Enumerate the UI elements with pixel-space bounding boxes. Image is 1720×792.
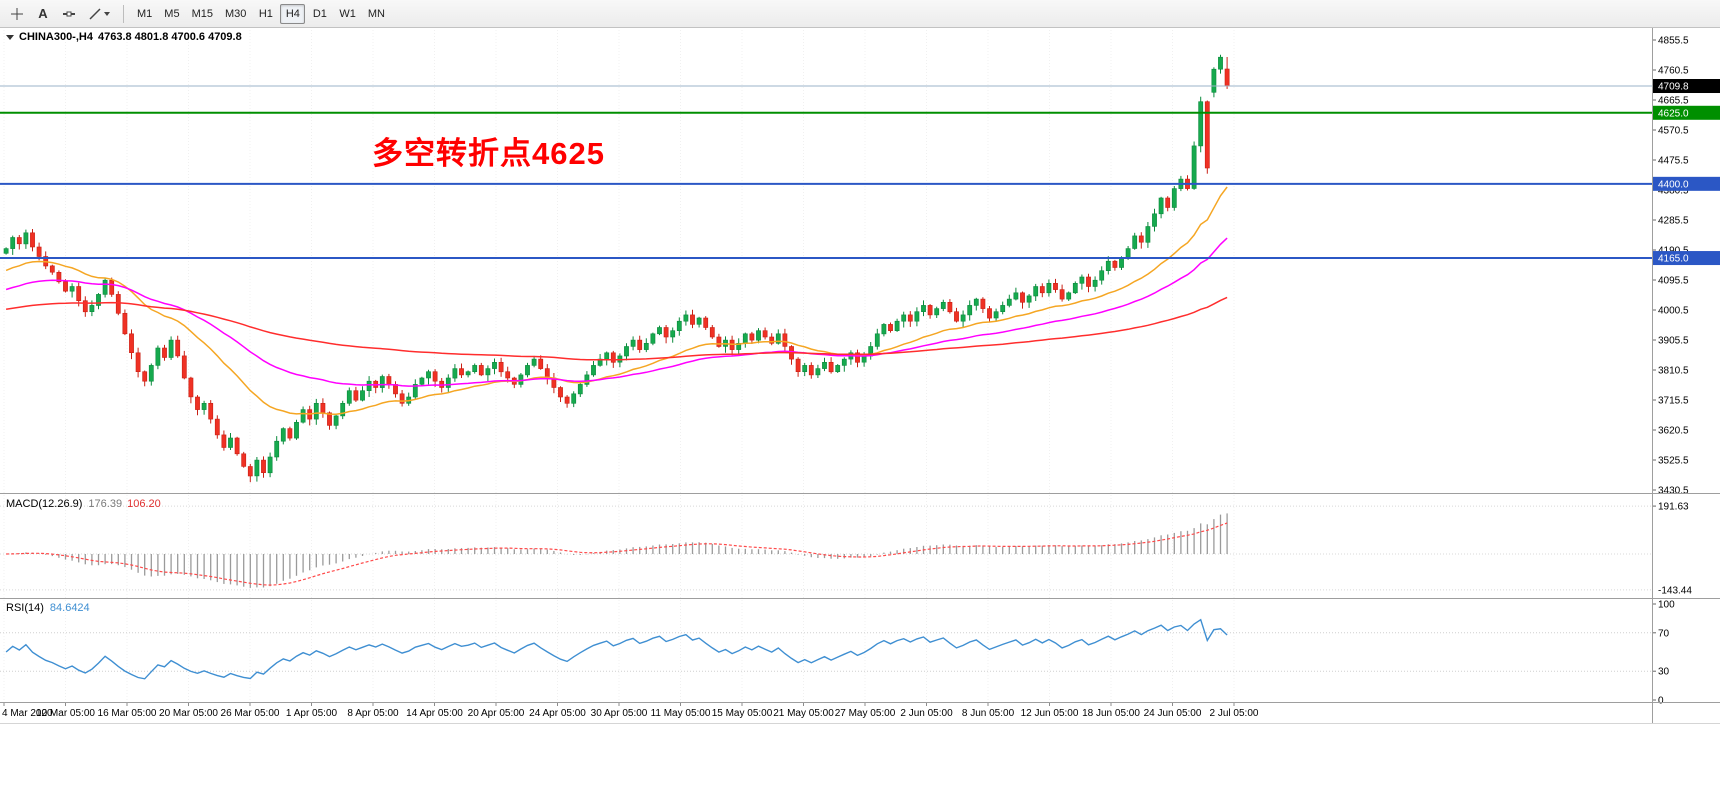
svg-text:4475.5: 4475.5 [1658,155,1689,166]
svg-text:18 Jun 05:00: 18 Jun 05:00 [1082,708,1140,719]
svg-text:4000.5: 4000.5 [1658,305,1689,316]
svg-text:4665.5: 4665.5 [1658,95,1689,106]
svg-text:2 Jul 05:00: 2 Jul 05:00 [1210,708,1259,719]
price-scale[interactable]: 4855.5 4760.5 4665.5 4570.5 4475.5 4380.5 4285… [1652,36,1720,707]
tab-timeframe-h4[interactable]: H4 [280,3,306,24]
rsi-name: RSI(14) [6,602,44,614]
macd-signal-line [6,522,1228,586]
svg-text:4760.5: 4760.5 [1658,65,1689,76]
tab-timeframe-m15[interactable]: M15 [187,4,218,24]
svg-text:21 May 05:00: 21 May 05:00 [773,708,834,719]
candles [3,54,1230,483]
rsi-value: 84.6424 [49,602,90,614]
crosshair-icon[interactable] [5,3,29,24]
svg-text:70: 70 [1658,628,1670,639]
tab-timeframe-mn[interactable]: MN [363,4,390,24]
tab-timeframe-m30[interactable]: M30 [220,4,251,24]
svg-text:14 Apr 05:00: 14 Apr 05:00 [406,708,463,719]
macd-indicator-label: MACD(12.26.9) 176.39 106.20 [6,498,161,510]
svg-text:4 Mar 2020: 4 Mar 2020 [2,708,53,719]
svg-text:30: 30 [1658,667,1670,678]
svg-text:-143.44: -143.44 [1658,585,1692,596]
svg-text:12 Jun 05:00: 12 Jun 05:00 [1021,708,1079,719]
svg-text:3620.5: 3620.5 [1658,425,1689,436]
draw-tools-icon[interactable] [83,3,115,24]
svg-text:3715.5: 3715.5 [1658,395,1689,406]
symbol-name: CHINA300-,H4 [19,31,93,43]
svg-text:27 May 05:00: 27 May 05:00 [835,708,896,719]
macd-name: MACD(12.26.9) [6,498,83,510]
svg-text:4190.5: 4190.5 [1658,245,1689,256]
tab-timeframe-m5[interactable]: M5 [159,4,184,24]
svg-text:4165.0: 4165.0 [1658,254,1689,265]
grid [3,30,1235,702]
svg-text:3905.5: 3905.5 [1658,335,1689,346]
svg-text:20 Apr 05:00: 20 Apr 05:00 [468,708,525,719]
rsi-line [5,618,1228,680]
chevron-down-icon [104,11,110,16]
svg-text:24 Jun 05:00: 24 Jun 05:00 [1144,708,1202,719]
svg-text:15 May 05:00: 15 May 05:00 [712,708,773,719]
svg-text:8 Apr 05:00: 8 Apr 05:00 [347,708,399,719]
svg-text:4570.5: 4570.5 [1658,125,1689,136]
macd-panel [0,505,1652,591]
svg-text:4400.0: 4400.0 [1658,179,1689,190]
svg-text:24 Apr 05:00: 24 Apr 05:00 [529,708,586,719]
svg-text:4855.5: 4855.5 [1658,36,1689,47]
svg-text:8 Jun 05:00: 8 Jun 05:00 [962,708,1015,719]
svg-text:4625.0: 4625.0 [1658,108,1689,119]
svg-text:100: 100 [1658,600,1675,611]
svg-text:3810.5: 3810.5 [1658,365,1689,376]
svg-text:191.63: 191.63 [1658,502,1689,513]
tab-timeframe-d1[interactable]: D1 [307,4,332,24]
tab-timeframe-w1[interactable]: W1 [334,4,361,24]
macd-signal-value: 106.20 [127,498,161,510]
text-tool-icon[interactable]: A [31,3,55,24]
fast-ema-line [5,186,1228,415]
annotation-text: 多空转折点4625 [372,136,605,171]
svg-text:0: 0 [1658,696,1664,707]
svg-text:1 Apr 05:00: 1 Apr 05:00 [286,708,338,719]
svg-text:30 Apr 05:00: 30 Apr 05:00 [591,708,648,719]
level-lines[interactable] [0,85,1652,260]
svg-text:11 May 05:00: 11 May 05:00 [651,708,711,719]
svg-text:20 Mar 05:00: 20 Mar 05:00 [159,708,218,719]
chart-canvas[interactable]: 4855.5 4760.5 4665.5 4570.5 4475.5 4380.5 4285… [0,28,1720,792]
symbol-info: CHINA300-,H4 4763.8 4801.8 4700.6 4709.8 [6,31,242,43]
tab-timeframe-m1[interactable]: M1 [132,4,157,24]
rsi-indicator-label: RSI(14) 84.6424 [6,602,90,614]
moving-averages [5,186,1228,415]
mid-ema-line [5,237,1228,387]
hline-tool-icon[interactable] [57,3,81,24]
svg-text:16 Mar 05:00: 16 Mar 05:00 [98,708,157,719]
macd-main-value: 176.39 [88,498,123,510]
svg-text:3525.5: 3525.5 [1658,455,1689,466]
svg-text:4709.8: 4709.8 [1658,82,1689,93]
svg-text:2 Jun 05:00: 2 Jun 05:00 [900,708,953,719]
svg-text:3430.5: 3430.5 [1658,485,1689,496]
toolbar-separator [123,4,124,23]
symbol-ohlc: 4763.8 4801.8 4700.6 4709.8 [97,31,242,43]
chart-area[interactable]: 4855.5 4760.5 4665.5 4570.5 4475.5 4380.5 4285… [0,28,1720,792]
tab-timeframe-h1[interactable]: H1 [253,4,278,24]
chart-toolbar: A M1 M5 M15 M30 H1 H4 D1 W1 MN [0,0,1720,28]
svg-text:10 Mar 05:00: 10 Mar 05:00 [36,708,95,719]
symbol-marker-icon [6,34,14,40]
svg-text:26 Mar 05:00: 26 Mar 05:00 [221,708,280,719]
svg-text:4380.5: 4380.5 [1658,185,1689,196]
slow-ema-line [5,296,1228,361]
rsi-panel [0,618,1652,680]
svg-text:4285.5: 4285.5 [1658,215,1689,226]
svg-text:4095.5: 4095.5 [1658,275,1689,286]
